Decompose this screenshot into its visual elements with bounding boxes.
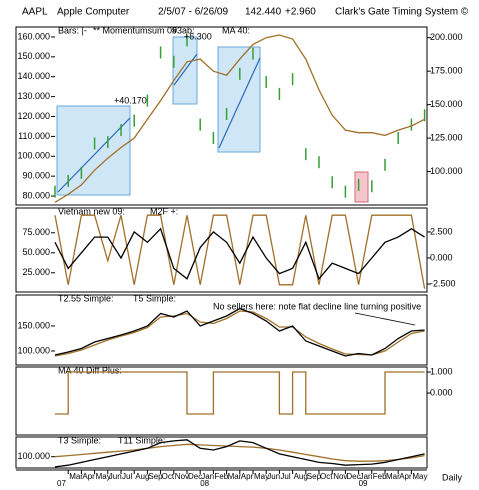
- panel-frame: [15, 436, 428, 469]
- legend-label: T5 Simple:: [133, 293, 176, 303]
- y-tick-label: 100.000: [17, 345, 50, 355]
- y-tick-label: 100.000: [17, 151, 50, 161]
- series-line: [55, 371, 425, 415]
- x-tick-label: Apr: [82, 472, 95, 481]
- x-tick-label: Aug: [294, 472, 308, 481]
- panel-frame: [15, 26, 428, 206]
- series-line: [54, 310, 425, 357]
- legend-label: T11 Simple:: [118, 435, 165, 445]
- y-tick-label: 75.000: [22, 227, 50, 237]
- company: Apple Computer: [57, 7, 130, 18]
- annotation-line: [354, 312, 416, 326]
- legend-label: MA 40:: [222, 25, 250, 35]
- y-tick-label: 150.000: [17, 51, 50, 61]
- series-line: [54, 34, 425, 203]
- y2-tick-label: 0.000: [430, 387, 453, 397]
- y2-tick-label: 100.000: [430, 166, 463, 176]
- y-tick-label: 80.000: [22, 190, 50, 200]
- y2-tick-label: 1.000: [430, 366, 453, 376]
- x-tick-label: Oct: [320, 472, 333, 481]
- y2-tick-label: 150.000: [430, 99, 463, 109]
- y2-tick-label: 2.500: [430, 226, 453, 236]
- panel-frame: [15, 207, 428, 293]
- x-tick-label: Apr: [241, 472, 254, 481]
- x-tick-label: Apr: [399, 472, 412, 481]
- annotation: +6.300: [184, 31, 212, 41]
- y-tick-label: 130.000: [17, 91, 50, 101]
- system-name: Clark's Gate Timing System ©: [335, 7, 469, 18]
- y-tick-label: 90.000: [22, 171, 50, 181]
- y2-tick-label: 0.000: [430, 252, 453, 262]
- change: +2.960: [285, 7, 316, 18]
- frequency: Daily: [442, 472, 463, 482]
- x-tick-label: May: [254, 472, 269, 481]
- x-tick-label: May: [412, 472, 427, 481]
- series-line: [54, 307, 425, 357]
- x-tick-label: Jul: [280, 472, 290, 481]
- series-line: [54, 439, 425, 468]
- x-tick-label: Jan: [360, 472, 373, 481]
- y2-tick-label: 175.000: [430, 66, 463, 76]
- x-tick-label: Aug: [135, 472, 149, 481]
- year-label: 08: [200, 479, 209, 488]
- legend-label: #3ab:: [172, 25, 195, 35]
- x-tick-label: Jun: [267, 472, 280, 481]
- x-tick-label: Mar: [228, 472, 242, 481]
- y-tick-label: 100.000: [17, 451, 50, 461]
- x-tick-label: Mar: [69, 472, 83, 481]
- trend-line: [57, 117, 131, 193]
- x-tick-label: Nov: [333, 472, 347, 481]
- trend-line: [218, 57, 261, 149]
- x-tick-label: Jun: [109, 472, 122, 481]
- x-tick-label: Dec: [346, 472, 360, 481]
- y-tick-label: 150.000: [17, 320, 50, 330]
- series-line: [54, 214, 426, 289]
- legend-label: Bars: |-: [58, 25, 87, 35]
- year-label: 09: [359, 479, 368, 488]
- series-line: [54, 227, 425, 281]
- panel-frame: [15, 294, 428, 366]
- symbol: AAPL: [22, 7, 48, 18]
- y-tick-label: 50.000: [22, 247, 50, 257]
- y-tick-label: 140.000: [17, 71, 50, 81]
- x-tick-label: Sep: [307, 472, 322, 481]
- x-tick-label: Oct: [162, 472, 175, 481]
- y-tick-label: 160.000: [17, 31, 50, 41]
- panel-frame: [15, 366, 428, 436]
- y2-tick-label: 125.000: [430, 132, 463, 142]
- x-tick-label: Nov: [175, 472, 189, 481]
- x-tick-label: Feb: [373, 472, 387, 481]
- x-tick-label: Feb: [214, 472, 228, 481]
- last-price: 142.440: [245, 7, 282, 18]
- x-tick-label: Dec: [188, 472, 202, 481]
- x-tick-label: Mar: [386, 472, 400, 481]
- selection-box: [354, 171, 369, 203]
- legend-label: MA 40 Diff Plus:: [58, 365, 122, 375]
- trend-line: [173, 53, 198, 86]
- x-tick-label: Sep: [148, 472, 163, 481]
- y-tick-label: 120.000: [17, 111, 50, 121]
- x-tick-label: May: [96, 472, 111, 481]
- y-tick-label: 110.000: [18, 131, 50, 141]
- annotation: No sellers here: note flat decline line …: [213, 301, 421, 311]
- date-range: 2/5/07 - 6/26/09: [158, 7, 228, 18]
- series-line: [54, 443, 425, 462]
- legend-label: T3 Simple:: [58, 435, 101, 445]
- y-tick-label: 25.000: [22, 267, 50, 277]
- x-tick-label: Jan: [201, 472, 214, 481]
- legend-label: Vietnam new 09:: [58, 206, 125, 216]
- y2-tick-label: -2.500: [430, 278, 456, 288]
- legend-label: T2.55 Simple:: [58, 293, 114, 303]
- annotation: +40.170: [114, 95, 147, 105]
- year-label: 07: [57, 479, 66, 488]
- y2-tick-label: 200.000: [430, 32, 463, 42]
- x-tick-label: Jul: [122, 472, 132, 481]
- legend-label: M2F +:: [150, 206, 178, 216]
- legend-label: ** Momentumsum 09: [93, 25, 177, 35]
